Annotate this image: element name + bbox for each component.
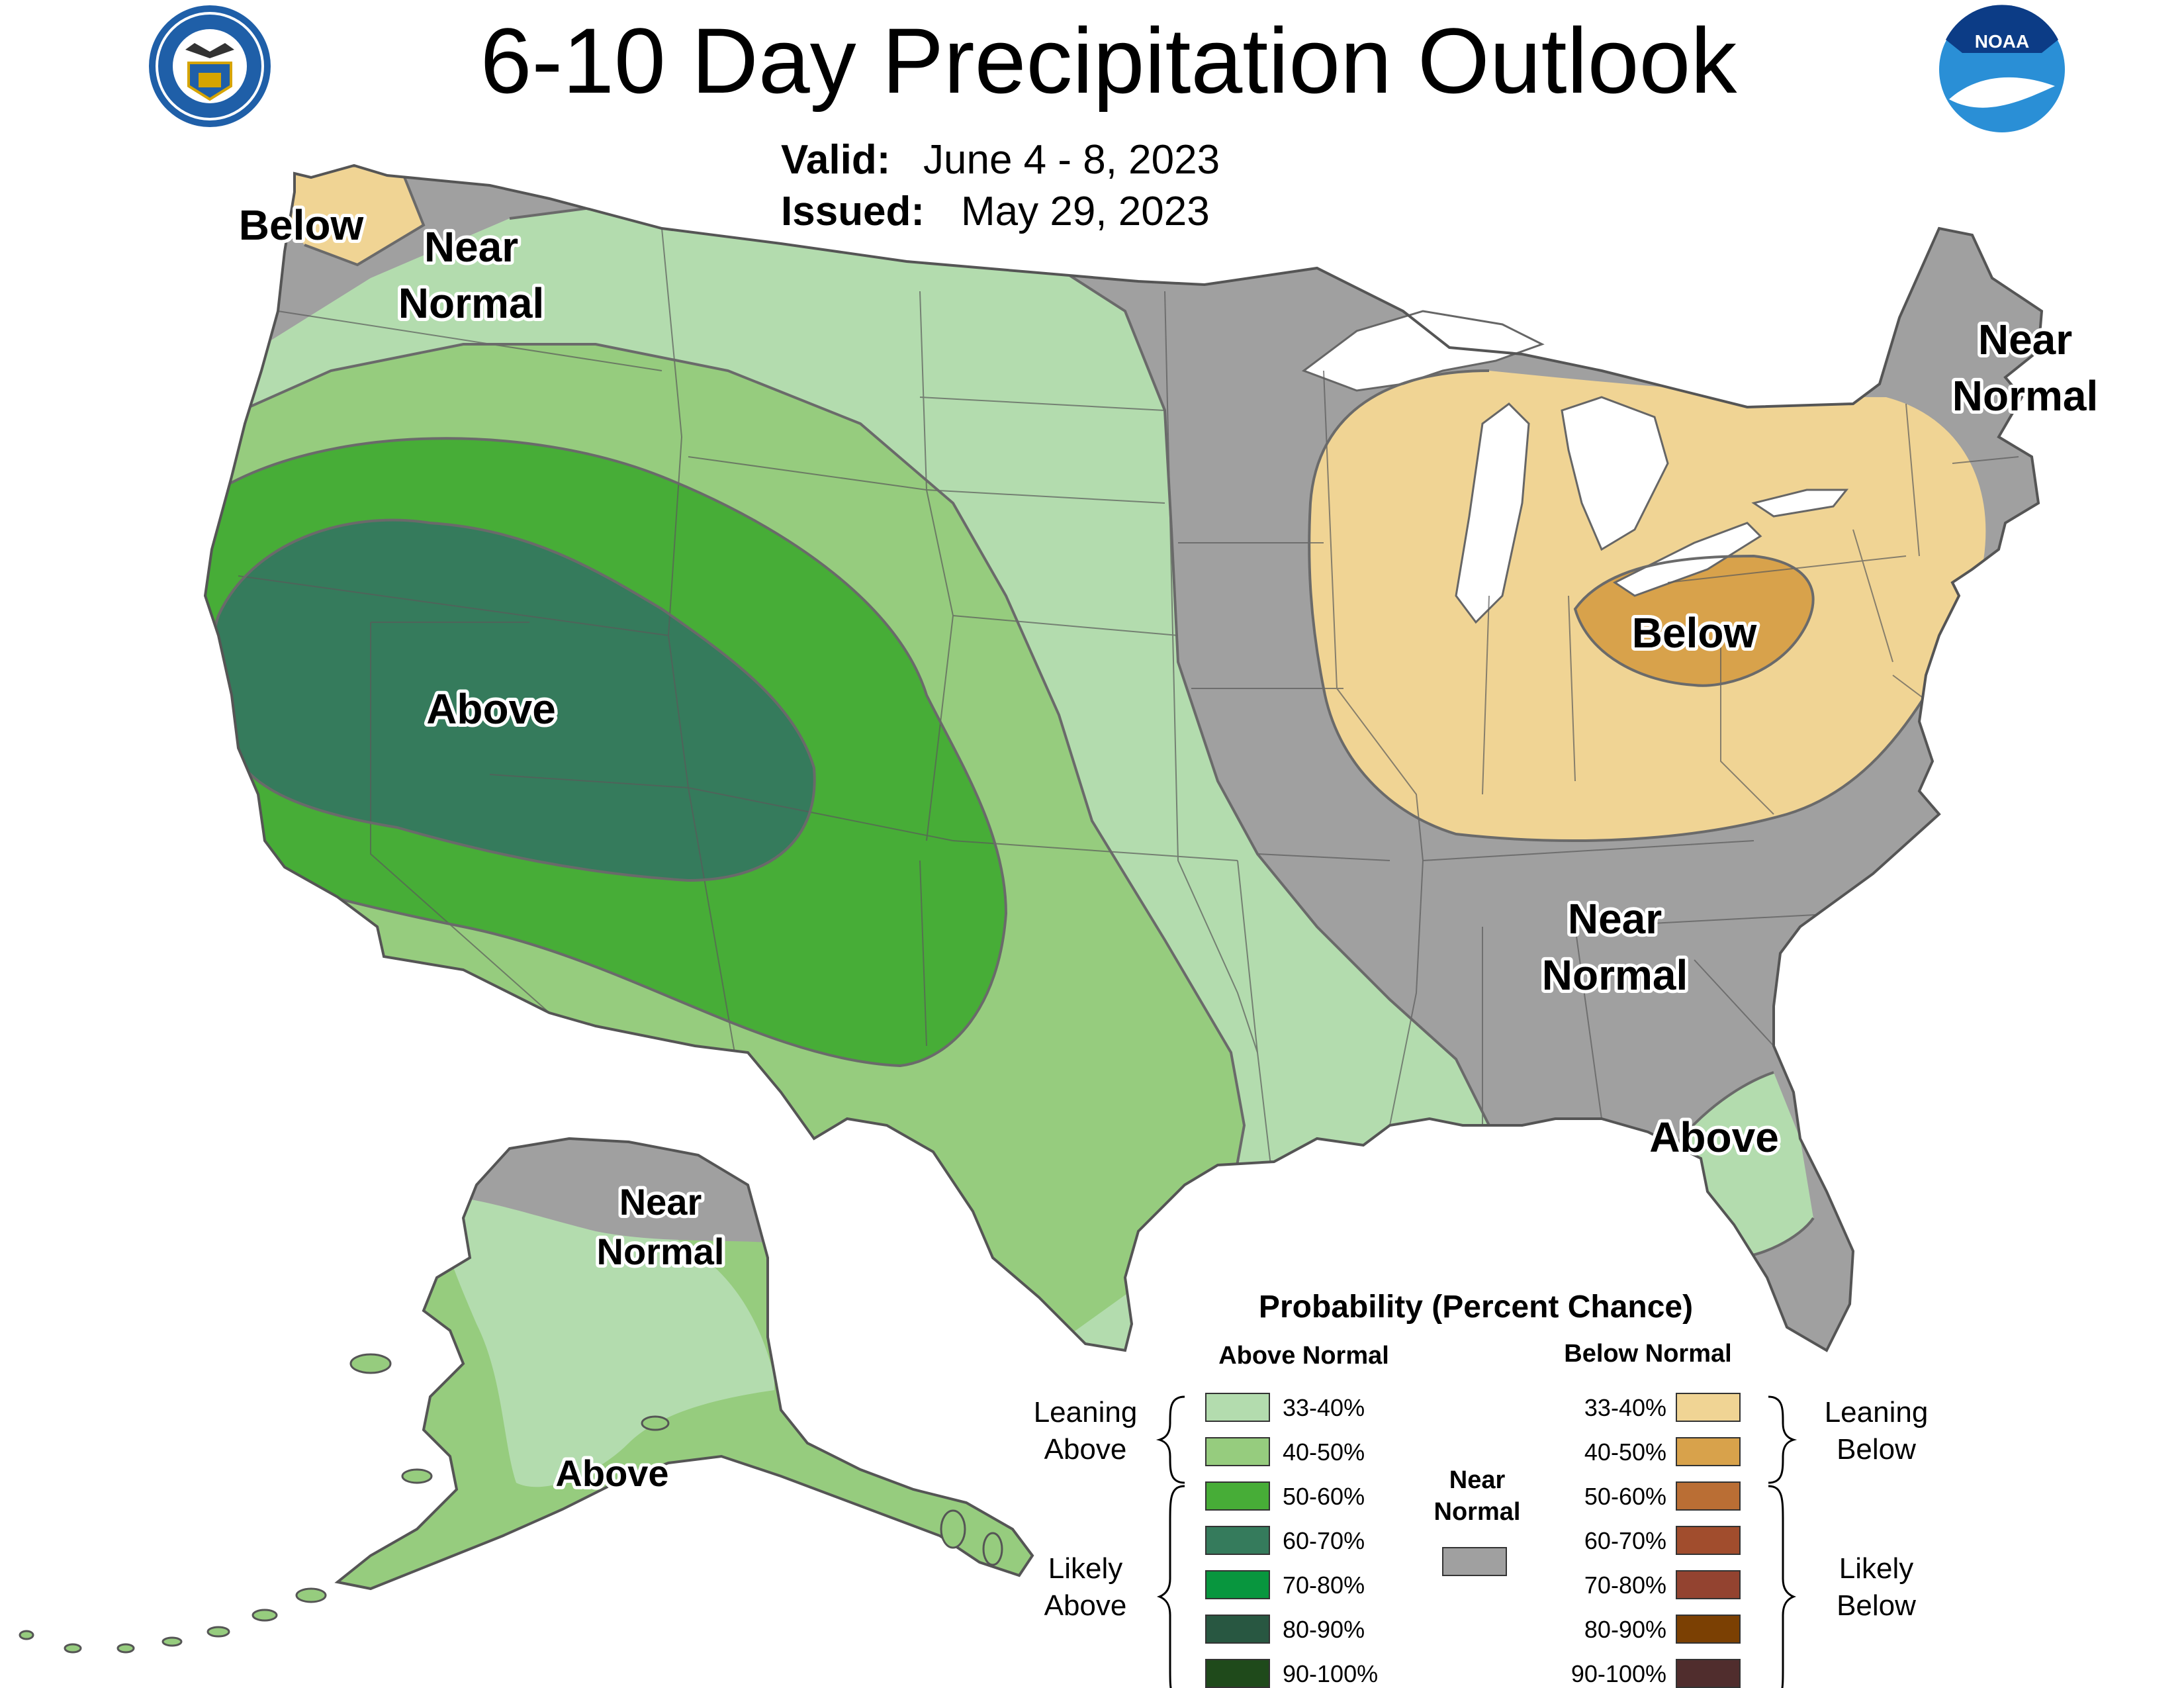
label-nw-below: Below (239, 201, 364, 249)
legend-above-range-5: 80-90% (1283, 1616, 1365, 1643)
noaa-logo: NOAA (1939, 5, 2065, 132)
page-title: 6-10 Day Precipitation Outlook (480, 9, 1738, 113)
legend-above-range-6: 90-100% (1283, 1660, 1378, 1687)
commerce-seal-logo (149, 5, 271, 127)
aleutian-islands (19, 1353, 1003, 1654)
label-ak-near: Near (619, 1181, 702, 1223)
legend-above-swatch-5 (1205, 1615, 1270, 1644)
legend-near-2: Normal (1434, 1498, 1521, 1526)
legend-leaning-above-1: Leaning (1034, 1396, 1138, 1429)
header: 6-10 Day Precipitation Outlook Valid: Ju… (480, 9, 1738, 234)
label-west-above: Above (426, 685, 556, 733)
ak-above-33-40 (430, 1178, 774, 1487)
legend-below-swatches: 33-40% 40-50% 50-60% 60-70% 70-80% 80-90% 90-1… (1571, 1393, 1741, 1688)
legend-below-range-0: 33-40% (1584, 1394, 1666, 1421)
label-nw-normal: Normal (398, 279, 545, 327)
legend: Probability (Percent Chance) Above Norma… (1034, 1289, 1929, 1688)
legend-above-swatch-2 (1205, 1481, 1270, 1511)
label-se-normal: Normal (1542, 951, 1688, 999)
label-nw-near: Near (424, 223, 518, 271)
label-ne-normal: Normal (1952, 372, 2099, 420)
above-60-70-zone (211, 520, 815, 880)
label-ne-near: Near (1978, 316, 2072, 363)
legend-leaning-below-2: Below (1837, 1433, 1916, 1466)
issued-value: May 29, 2023 (961, 189, 1210, 234)
label-ak-normal: Normal (597, 1231, 725, 1272)
legend-near-swatch (1442, 1547, 1507, 1576)
label-ohio-below: Below (1632, 609, 1757, 657)
state-boundaries (238, 228, 2019, 1166)
legend-above-header: Above Normal (1218, 1342, 1389, 1370)
label-se-near: Near (1568, 895, 1662, 943)
brace-likely-below (1768, 1485, 1797, 1688)
valid-label: Valid: (781, 137, 890, 183)
legend-leaning-below-1: Leaning (1825, 1396, 1929, 1429)
nw-below-zone (278, 165, 424, 265)
valid-value: June 4 - 8, 2023 (923, 137, 1220, 183)
conus-region (203, 164, 2044, 1352)
legend-below-range-6: 90-100% (1571, 1660, 1666, 1687)
legend-below-swatch-3 (1676, 1526, 1741, 1555)
brace-likely-above (1156, 1485, 1185, 1688)
legend-likely-above-2: Above (1044, 1589, 1127, 1622)
legend-leaning-above-2: Above (1044, 1433, 1127, 1466)
legend-below-range-5: 80-90% (1584, 1616, 1666, 1643)
legend-near-1: Near (1449, 1466, 1506, 1494)
legend-below-range-1: 40-50% (1584, 1438, 1666, 1466)
legend-above-swatch-6 (1205, 1659, 1270, 1688)
legend-below-header: Below Normal (1564, 1340, 1731, 1368)
legend-above-swatches: 33-40% 40-50% 50-60% 60-70% 70-80% 80-90% 90-1… (1205, 1393, 1378, 1688)
legend-likely-above-1: Likely (1048, 1552, 1123, 1585)
label-ak-above: Above (555, 1452, 668, 1494)
alaska-region (19, 1137, 1034, 1654)
brace-leaning-below (1768, 1395, 1797, 1484)
legend-likely-below-1: Likely (1839, 1552, 1914, 1585)
legend-below-swatch-0 (1676, 1393, 1741, 1422)
issued-label: Issued: (781, 189, 925, 234)
legend-likely-below-2: Below (1837, 1589, 1916, 1622)
legend-title: Probability (Percent Chance) (1259, 1289, 1693, 1325)
legend-above-range-1: 40-50% (1283, 1438, 1365, 1466)
legend-above-range-0: 33-40% (1283, 1394, 1365, 1421)
region-labels: Below Near Normal Near Normal Below Abov… (236, 198, 2101, 1497)
legend-above-swatch-1 (1205, 1437, 1270, 1466)
legend-below-range-3: 60-70% (1584, 1527, 1666, 1554)
noaa-logo-text: NOAA (1975, 31, 2029, 52)
legend-below-swatch-2 (1676, 1481, 1741, 1511)
legend-above-swatch-4 (1205, 1570, 1270, 1599)
legend-below-swatch-6 (1676, 1659, 1741, 1688)
legend-above-range-2: 50-60% (1283, 1483, 1365, 1510)
legend-below-swatch-4 (1676, 1570, 1741, 1599)
conus-outline (203, 164, 2044, 1352)
legend-below-range-4: 70-80% (1584, 1571, 1666, 1599)
legend-above-range-4: 70-80% (1283, 1571, 1365, 1599)
label-fl-above: Above (1649, 1113, 1779, 1161)
legend-above-swatch-3 (1205, 1526, 1270, 1555)
legend-above-range-3: 60-70% (1283, 1527, 1365, 1554)
legend-below-swatch-5 (1676, 1615, 1741, 1644)
legend-below-range-2: 50-60% (1584, 1483, 1666, 1510)
legend-below-swatch-1 (1676, 1437, 1741, 1466)
brace-leaning-above (1156, 1395, 1185, 1484)
legend-above-swatch-0 (1205, 1393, 1270, 1422)
